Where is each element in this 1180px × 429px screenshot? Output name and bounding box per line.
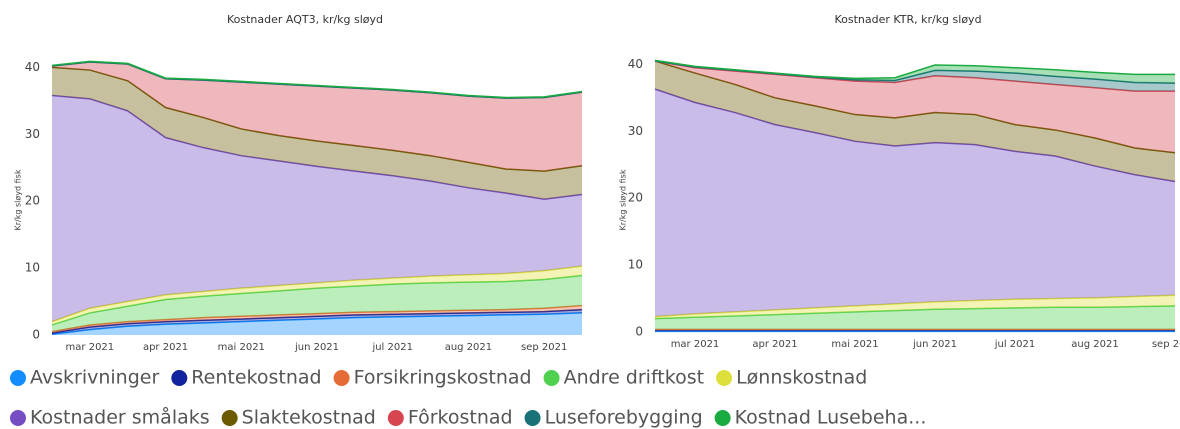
area-line [51, 60, 583, 99]
x-tick-label: apr 2021 [143, 342, 188, 353]
legend-marker [221, 410, 238, 426]
legend-item: Forsikringskostnad [333, 367, 532, 389]
legend-marker [387, 410, 404, 426]
x-tick-label: aug 2021 [1071, 339, 1118, 350]
chart-title: Kostnader AQT3, kr/kg sløyd [227, 13, 383, 26]
legend-label: Lønnskostnad [736, 367, 867, 389]
area [52, 312, 582, 335]
x-tick-label: mai 2021 [218, 342, 265, 353]
area [52, 95, 582, 322]
legend-item: Lønnskostnad [716, 367, 867, 389]
area-line [51, 94, 583, 200]
x-tick-label: jun 2021 [912, 339, 957, 350]
x-tick-label: mar 2021 [671, 339, 720, 350]
legend-marker [333, 370, 350, 386]
area [52, 309, 582, 335]
area [655, 61, 1175, 182]
area [655, 295, 1175, 319]
y-tick-label: 10 [628, 258, 643, 272]
area [52, 67, 582, 200]
y-tick-label: 0 [32, 328, 40, 342]
area [655, 89, 1175, 317]
legend-marker [10, 370, 26, 386]
area [52, 305, 582, 333]
x-tick-label: aug 2021 [445, 342, 492, 353]
area [52, 266, 582, 325]
legend-label: Avskrivninger [30, 367, 159, 389]
legend-marker [10, 410, 26, 426]
y-tick-label: 30 [628, 124, 643, 138]
chart-title: Kostnader KTR, kr/kg sløyd [834, 13, 981, 26]
legend-item: Kostnader smålaks [10, 406, 210, 429]
legend-label: Andre driftkost [564, 367, 704, 389]
legend-label: Kostnad Lusebeha... [735, 407, 927, 429]
legend-marker [171, 370, 188, 386]
legend-label: Rentekostnad [191, 367, 321, 389]
x-tick-label: mar 2021 [66, 342, 115, 353]
area [52, 62, 582, 172]
legend-item: Slaktekostnad [221, 407, 376, 429]
legend-label: Fôrkostnad [408, 407, 513, 429]
area-line [654, 88, 1176, 183]
legend-marker [524, 410, 541, 426]
area-line [654, 60, 1176, 154]
legend-item: Luseforebygging [524, 407, 703, 429]
area-line [51, 66, 583, 172]
x-tick-label: jul 2021 [994, 339, 1036, 350]
area-line [654, 294, 1176, 318]
area [52, 275, 582, 332]
y-axis-title: Kr/kg sløyd fisk [14, 169, 23, 230]
x-tick-label: jul 2021 [371, 342, 413, 353]
legend-label: Kostnader smålaks [30, 406, 210, 429]
legend-item: Andre driftkost [543, 367, 704, 389]
area-line [654, 305, 1176, 320]
area-line [51, 265, 583, 323]
legend-item: Rentekostnad [171, 367, 322, 389]
area-line [51, 274, 583, 326]
y-tick-label: 40 [628, 57, 643, 71]
legend-marker [716, 370, 733, 386]
legend-item: Avskrivninger [10, 367, 159, 389]
area-line [654, 59, 1175, 80]
legend-label: Slaktekostnad [242, 407, 376, 429]
y-tick-label: 0 [635, 325, 643, 339]
y-axis-title: Kr/kg sløyd fisk [619, 169, 628, 230]
legend-label: Forsikringskostnad [354, 367, 532, 389]
area [655, 305, 1175, 330]
legend-marker [543, 370, 560, 386]
legend-item: Fôrkostnad [387, 407, 513, 429]
y-tick-label: 10 [25, 261, 40, 275]
area-line [51, 308, 583, 334]
x-tick-label: mai 2021 [831, 339, 878, 350]
legend-item: Kostnad Lusebeha... [714, 407, 927, 429]
area-line [51, 304, 583, 333]
area-line [51, 312, 583, 336]
x-tick-label: sep 2021 [521, 342, 567, 353]
legend-label: Luseforebygging [545, 407, 703, 429]
y-tick-label: 40 [25, 60, 40, 74]
y-tick-label: 30 [25, 127, 40, 141]
y-tick-label: 20 [25, 194, 40, 208]
x-tick-label: apr 2021 [752, 339, 797, 350]
x-tick-label: jun 2021 [294, 342, 339, 353]
y-tick-label: 20 [628, 191, 643, 205]
x-tick-label: sep 2021 [1152, 339, 1180, 350]
legend-marker [714, 410, 731, 426]
